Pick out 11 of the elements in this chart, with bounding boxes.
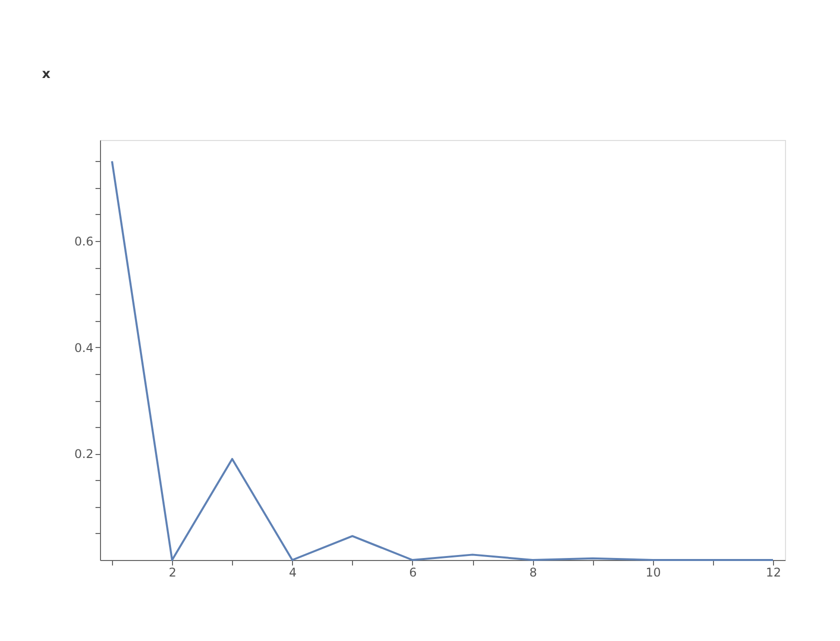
y-tick-label: 0.4 [74,340,94,355]
x-tick-label: 6 [409,566,417,580]
y-tick-label: 0.2 [74,447,94,462]
x-tick-label: 8 [529,566,537,580]
x-tick-label: 10 [646,566,661,580]
x-tick-label: 12 [766,566,782,580]
x-tick-label: 2 [168,566,176,580]
line-series [111,160,774,561]
x-tick-label: 4 [288,566,297,580]
y-tick-label: 0.6 [74,234,94,249]
text: x [42,67,51,82]
